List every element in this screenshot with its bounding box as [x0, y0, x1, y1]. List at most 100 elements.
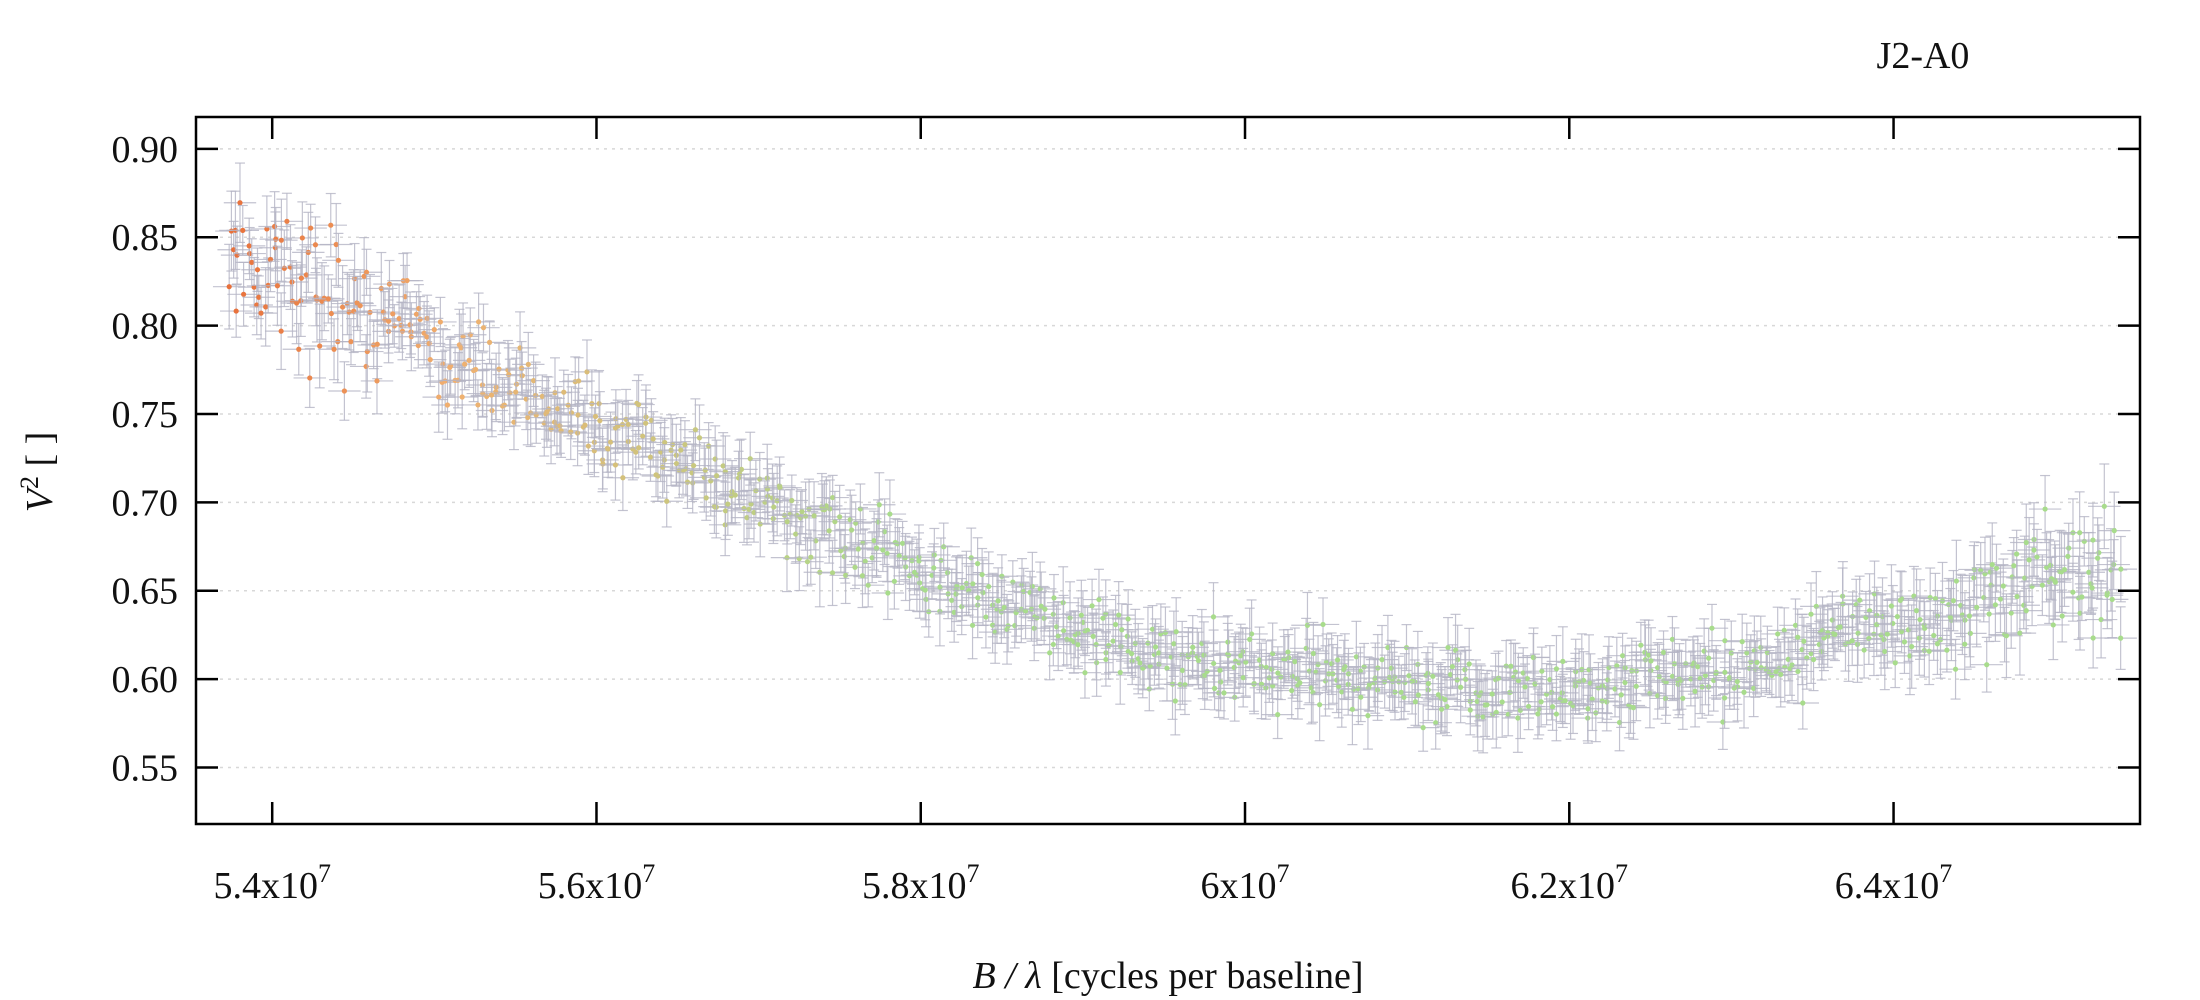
data-point: [360, 347, 394, 415]
data-point: [1836, 615, 1869, 667]
data-point: [763, 463, 797, 512]
data-point: [1940, 539, 1973, 623]
y-tick-label: 0.80: [112, 306, 179, 348]
x-tick-exponent: 7: [1939, 859, 1952, 888]
data-point: [1033, 625, 1066, 681]
data-point: [1895, 604, 1928, 689]
data-point: [1779, 598, 1812, 653]
data-point: [232, 217, 266, 275]
data-point: [636, 411, 670, 467]
data-point: [1203, 641, 1237, 700]
data-point: [1303, 668, 1336, 742]
data-point: [886, 520, 919, 566]
data-point: [1315, 632, 1348, 696]
data-point: [1197, 582, 1230, 652]
data-point: [2051, 533, 2085, 580]
data-point: [410, 305, 444, 369]
data-point: [799, 512, 832, 570]
data-point: [818, 490, 852, 553]
data-point: [1198, 666, 1231, 711]
data-point: [1479, 652, 1512, 707]
x-tick-mantissa: 5.8x10: [862, 865, 967, 907]
y-axis-symbol: V: [19, 485, 61, 512]
data-point: [1692, 627, 1725, 689]
data-point: [873, 479, 907, 549]
data-point: [1994, 577, 2028, 649]
data-point: [2104, 606, 2137, 670]
data-point: [1879, 637, 1912, 689]
x-axis-label: B / λ [cycles per baseline]: [972, 955, 1363, 997]
data-point: [1826, 561, 1860, 647]
data-point: [2088, 463, 2121, 550]
data-point: [1970, 636, 2003, 693]
y-axis-label: V2 [ ]: [15, 432, 61, 513]
data-point: [372, 288, 405, 354]
data-point: [1536, 682, 1569, 731]
data-point: [467, 303, 500, 352]
data-point: [1452, 627, 1486, 701]
data-point: [1425, 686, 1458, 732]
data-point: [1917, 609, 1950, 661]
data-point: [2000, 559, 2034, 634]
x-tick-mantissa: 6.4x10: [1835, 865, 1940, 907]
data-point: [846, 543, 879, 609]
data-point: [341, 276, 374, 332]
data-point: [561, 387, 595, 443]
data-point: [1028, 586, 1062, 632]
data-point: [1794, 582, 1828, 647]
data-point: [1930, 627, 1964, 673]
x-tick-exponent: 7: [1277, 859, 1290, 888]
data-point: [1271, 628, 1305, 676]
data-point: [1871, 599, 1904, 669]
y-tick-label: 0.90: [112, 129, 179, 171]
data-point: [226, 204, 259, 256]
data-point: [1634, 627, 1668, 695]
data-point: [866, 527, 900, 573]
data-point: [286, 201, 319, 275]
data-point: [2076, 607, 2110, 669]
data-point: [844, 483, 877, 535]
data-point: [1572, 634, 1606, 706]
data-point: [1974, 535, 2007, 609]
data-point: [915, 551, 949, 600]
data-point: [730, 489, 764, 546]
data-point: [1102, 581, 1135, 650]
data-point: [2037, 589, 2070, 661]
data-point: [2028, 474, 2062, 544]
data-point: [1188, 640, 1221, 711]
data-point: [424, 296, 457, 348]
x-tick-label: 6.4x107: [1835, 859, 1953, 907]
data-point: [2035, 556, 2068, 601]
data-point: [734, 479, 768, 529]
data-point: [317, 318, 351, 381]
data-point: [2039, 544, 2072, 621]
y-tick-label: 0.60: [112, 659, 179, 701]
data-point: [1980, 543, 2013, 593]
data-point: [1494, 639, 1528, 694]
data-point: [418, 307, 451, 353]
y-tick-label: 0.75: [112, 394, 179, 436]
plot-frame: [194, 115, 2142, 826]
data-point: [2062, 555, 2095, 641]
data-point: [1721, 658, 1754, 705]
data-point: [629, 389, 662, 457]
data-point: [1939, 638, 1972, 700]
axis-ticks: 0.550.600.650.700.750.800.850.905.4x107 5…: [112, 117, 2140, 907]
data-point: [1800, 570, 1833, 642]
data-point: [547, 369, 580, 415]
x-tick-mantissa: 5.4x10: [213, 865, 318, 907]
x-axis-symbol: B / λ: [972, 955, 1041, 997]
data-point: [1706, 693, 1740, 751]
data-point: [2030, 532, 2063, 603]
chart-title: J2-A0: [1877, 35, 1970, 77]
data-point: [863, 472, 896, 538]
data-point: [1847, 621, 1881, 679]
data-point: [223, 162, 257, 244]
y-tick-label: 0.70: [112, 482, 179, 524]
data-point: [679, 398, 712, 462]
y-tick-label: 0.65: [112, 571, 179, 613]
x-axis-unit: [cycles per baseline]: [1042, 955, 1364, 997]
data-point: [1919, 572, 1952, 625]
data-point: [1157, 610, 1191, 677]
